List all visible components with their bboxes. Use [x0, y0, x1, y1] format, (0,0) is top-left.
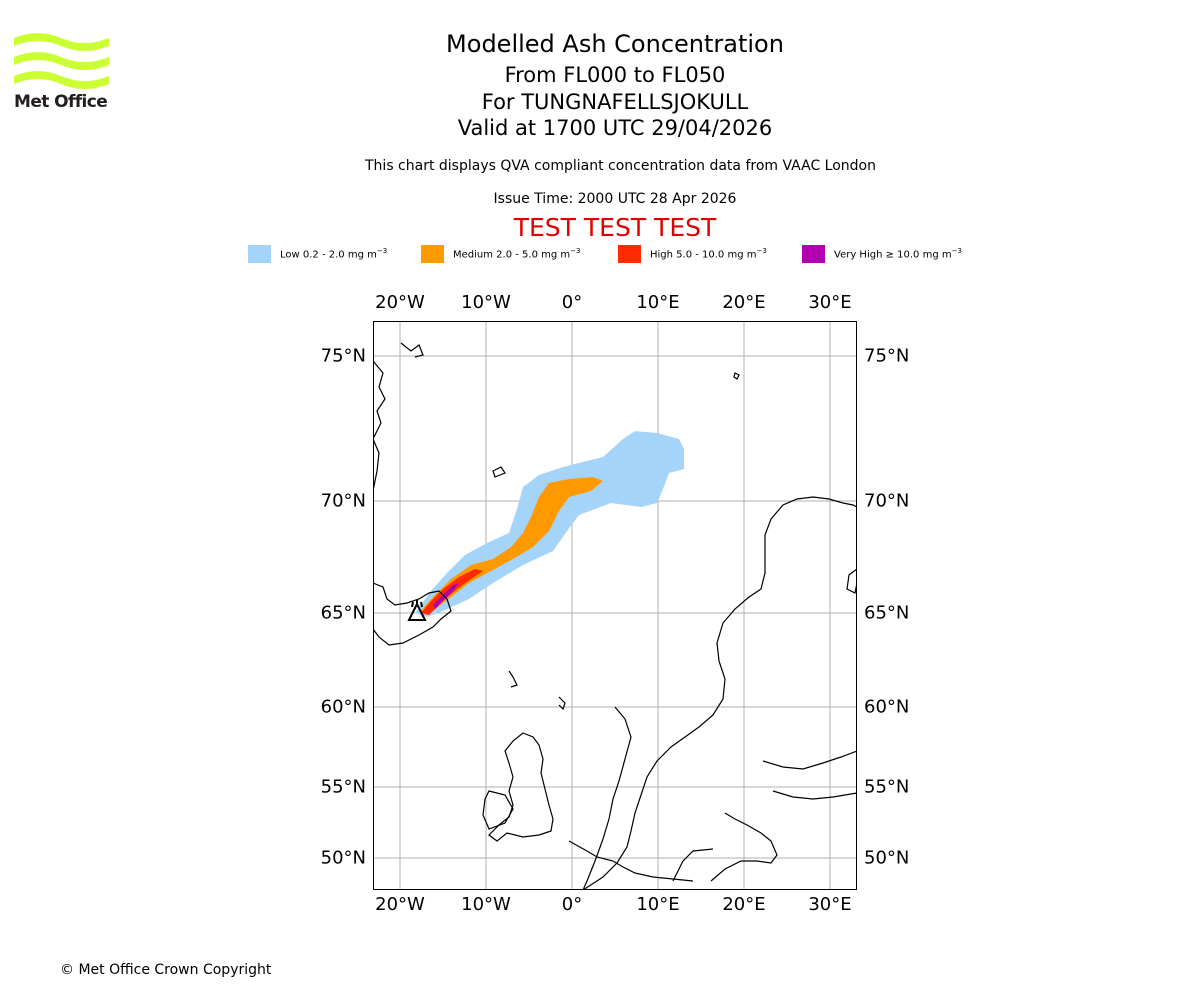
legend-swatch-very-high — [802, 245, 825, 263]
lat-tick-right-50n: 50°N — [864, 847, 910, 869]
flight-level-range: From FL000 to FL050 — [504, 63, 726, 87]
lat-tick-right-70n: 70°N — [864, 490, 910, 512]
lat-tick-left-50n: 50°N — [320, 847, 366, 869]
lat-tick-right-55n: 55°N — [864, 776, 910, 798]
lat-tick-right-75n: 75°N — [864, 345, 910, 367]
volcano-triangle-icon — [407, 600, 427, 621]
issue-time: Issue Time: 2000 UTC 28 Apr 2026 — [493, 191, 737, 207]
coastlines — [373, 342, 857, 890]
chart-title: Modelled Ash Concentration — [446, 30, 784, 58]
copyright-notice: © Met Office Crown Copyright — [60, 962, 272, 978]
concentration-legend: Low 0.2 - 2.0 mg m−3 Medium 2.0 - 5.0 mg… — [0, 244, 1200, 264]
lat-tick-left-75n: 75°N — [320, 345, 366, 367]
valid-time: Valid at 1700 UTC 29/04/2026 — [457, 116, 773, 140]
map-frame — [373, 321, 857, 890]
lon-tick-top-0: 0° — [561, 292, 583, 313]
met-office-wordmark: Met Office — [14, 92, 108, 112]
lon-tick-top-20w: 20°W — [375, 292, 425, 313]
lon-tick-top-10e: 10°E — [636, 292, 680, 313]
legend-swatch-high — [618, 245, 641, 263]
lat-tick-right-60n: 60°N — [864, 696, 910, 718]
legend-swatch-medium — [421, 245, 444, 263]
lon-tick-bottom-10e: 10°E — [636, 894, 680, 915]
legend-swatch-low — [248, 245, 271, 263]
lon-tick-top-20e: 20°E — [722, 292, 766, 313]
legend-label-high: High 5.0 - 10.0 mg m−3 — [650, 247, 767, 261]
lon-tick-bottom-20e: 20°E — [722, 894, 766, 915]
lat-tick-left-60n: 60°N — [320, 696, 366, 718]
lon-tick-bottom-10w: 10°W — [461, 894, 511, 915]
lon-tick-bottom-0: 0° — [561, 894, 583, 915]
lat-tick-left-55n: 55°N — [320, 776, 366, 798]
lat-tick-left-70n: 70°N — [320, 490, 366, 512]
lon-tick-bottom-30e: 30°E — [808, 894, 852, 915]
ash-area-very-high — [433, 583, 459, 609]
lon-tick-top-10w: 10°W — [461, 292, 511, 313]
lat-tick-right-65n: 65°N — [864, 602, 910, 624]
volcano-name: For TUNGNAFELLSJOKULL — [481, 90, 749, 114]
lat-tick-left-65n: 65°N — [320, 602, 366, 624]
lon-tick-bottom-20w: 20°W — [375, 894, 425, 915]
ash-map — [373, 321, 857, 890]
legend-label-medium: Medium 2.0 - 5.0 mg m−3 — [453, 247, 581, 261]
qva-note: This chart displays QVA compliant concen… — [365, 158, 876, 174]
test-banner: TEST TEST TEST — [513, 213, 717, 242]
met-office-logo-icon — [14, 33, 109, 89]
lon-tick-top-30e: 30°E — [808, 292, 852, 313]
legend-label-low: Low 0.2 - 2.0 mg m−3 — [280, 247, 388, 261]
legend-label-very-high: Very High ≥ 10.0 mg m−3 — [834, 247, 962, 261]
